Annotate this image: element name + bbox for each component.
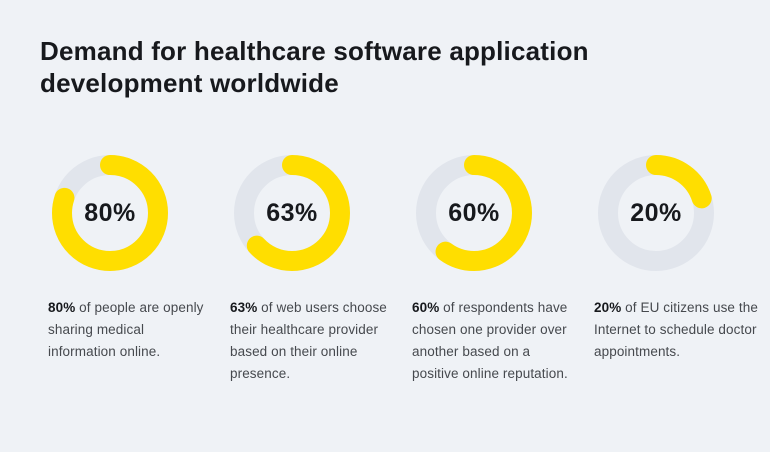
- stat-description: 63% of web users choose their healthcare…: [230, 297, 396, 384]
- stats-row: 80% 80% of people are openly sharing med…: [48, 155, 770, 384]
- stat-description-lead: 20%: [594, 300, 622, 316]
- donut-value-arc: [52, 155, 168, 272]
- donut-svg: [52, 155, 168, 272]
- donut-chart: 80%: [52, 155, 168, 272]
- donut-value-arc: [234, 155, 350, 272]
- donut-percent-label: 80%: [84, 198, 136, 227]
- donut-chart: 20%: [598, 155, 714, 272]
- stat-column: 80% 80% of people are openly sharing med…: [48, 155, 214, 384]
- stat-description-lead: 80%: [48, 300, 76, 316]
- stat-description: 80% of people are openly sharing medical…: [48, 297, 214, 363]
- stat-description-rest: of EU citizens use the Internet to sched…: [594, 300, 758, 360]
- stat-description: 60% of respondents have chosen one provi…: [412, 297, 578, 384]
- donut-chart: 60%: [416, 155, 532, 272]
- donut-value-arc: [598, 155, 714, 272]
- stat-column: 63% 63% of web users choose their health…: [230, 155, 396, 384]
- stat-description-rest: of web users choose their healthcare pro…: [230, 300, 387, 382]
- page-title: Demand for healthcare software applicati…: [40, 36, 589, 98]
- infographic-page: Demand for healthcare software applicati…: [0, 36, 770, 452]
- stat-description-rest: of respondents have chosen one provider …: [412, 300, 568, 382]
- stat-description-lead: 63%: [230, 300, 258, 316]
- stat-column: 20% 20% of EU citizens use the Internet …: [594, 155, 760, 384]
- stat-description-lead: 60%: [412, 300, 440, 316]
- donut-svg: [598, 155, 714, 272]
- stat-column: 60% 60% of respondents have chosen one p…: [412, 155, 578, 384]
- donut-value-arc: [416, 155, 532, 272]
- donut-chart: 63%: [234, 155, 350, 272]
- donut-svg: [416, 155, 532, 272]
- stat-description: 20% of EU citizens use the Internet to s…: [594, 297, 760, 363]
- stat-description-rest: of people are openly sharing medical inf…: [48, 300, 204, 360]
- donut-percent-label: 20%: [630, 198, 682, 227]
- donut-percent-label: 63%: [266, 198, 318, 227]
- donut-percent-label: 60%: [448, 198, 500, 227]
- donut-svg: [234, 155, 350, 272]
